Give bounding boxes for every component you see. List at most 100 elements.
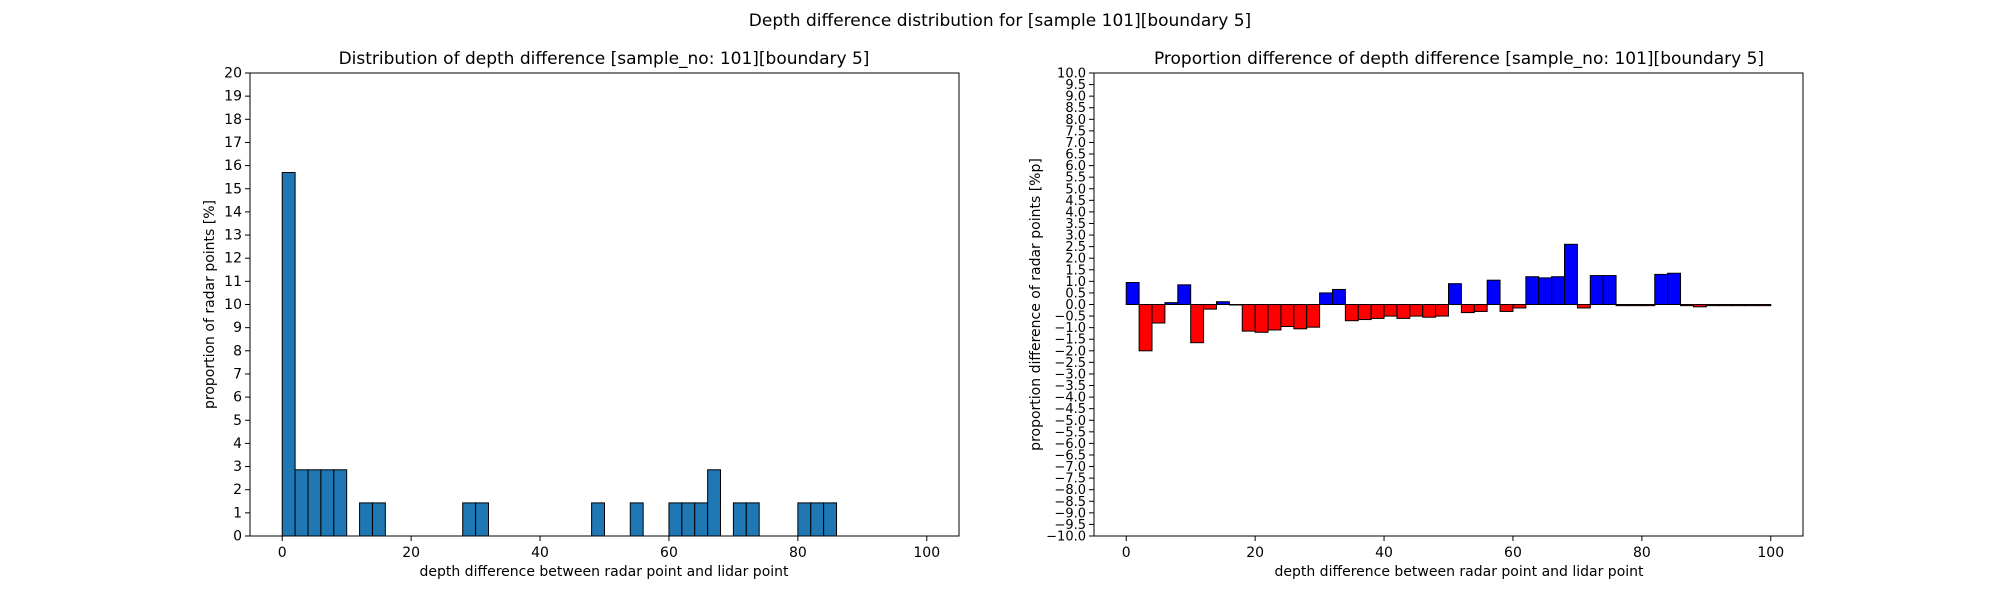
right-chart-y-tick-label: −5.0 xyxy=(1054,414,1086,429)
right-chart-bar xyxy=(1486,279,1501,306)
right-chart-title: Proportion difference of depth differenc… xyxy=(1154,49,1764,69)
right-chart-bar xyxy=(1151,304,1166,324)
right-chart-bar xyxy=(1551,276,1566,306)
left-chart-bar xyxy=(475,502,489,537)
left-chart-x-tick-label: 100 xyxy=(913,545,940,561)
left-chart-bar xyxy=(462,502,477,537)
right-chart-x-tick-label: 100 xyxy=(1757,545,1784,561)
left-chart-bar xyxy=(810,502,825,537)
right-chart-bar xyxy=(1525,276,1540,306)
right-chart-bar xyxy=(1203,304,1217,310)
left-chart-bar xyxy=(694,502,709,537)
right-chart-bar xyxy=(1499,304,1514,312)
right-chart-bar xyxy=(1667,272,1682,305)
right-chart-y-tick-label: −9.5 xyxy=(1054,518,1086,533)
right-chart-y-tick-label: −2.5 xyxy=(1054,356,1086,371)
right-chart-bar xyxy=(1744,304,1759,307)
right-chart-y-tick-label: −3.5 xyxy=(1054,379,1086,394)
right-chart-plot-frame xyxy=(1093,72,1804,537)
right-chart-bar xyxy=(1241,304,1256,332)
right-chart-bar xyxy=(1705,304,1720,307)
right-chart-bar xyxy=(1576,304,1591,309)
right-chart-bar xyxy=(1435,304,1450,317)
left-chart-y-tick-label: 10 xyxy=(224,297,242,313)
right-chart-bar xyxy=(1331,288,1346,306)
left-chart-y-tick-label: 17 xyxy=(224,135,242,151)
right-chart-bar xyxy=(1757,304,1772,307)
right-chart-y-tick-label: 5.5 xyxy=(1065,171,1086,186)
right-chart-bar xyxy=(1564,243,1578,305)
right-chart-bar xyxy=(1254,304,1269,333)
right-chart-bar xyxy=(1228,304,1243,306)
right-chart-bar xyxy=(1164,302,1179,306)
right-chart-y-tick-label: 3.5 xyxy=(1065,217,1086,232)
right-chart-bar xyxy=(1589,275,1604,305)
left-chart-bar xyxy=(745,502,760,537)
left-chart-bar xyxy=(629,502,644,537)
right-chart-y-tick-label: 1.5 xyxy=(1065,263,1086,278)
left-chart-bar xyxy=(333,469,348,537)
right-chart-y-tick-label: 7.0 xyxy=(1065,136,1086,151)
right-chart-bar xyxy=(1628,304,1643,307)
right-chart-y-tick-label: 4.5 xyxy=(1065,194,1086,209)
right-chart-bars xyxy=(1125,243,1772,352)
left-chart-y-tick-label: 12 xyxy=(224,251,242,267)
right-chart-bar xyxy=(1125,282,1140,306)
left-chart-y-tick-label: 16 xyxy=(224,158,242,174)
left-chart-bar xyxy=(797,502,812,537)
right-chart-bar xyxy=(1357,304,1372,321)
right-chart-y-tick-label: 1.0 xyxy=(1065,275,1086,290)
right-chart-bar xyxy=(1538,277,1553,306)
right-chart-y-tick-label: 9.5 xyxy=(1065,78,1086,93)
right-chart-y-tick-label: 10.0 xyxy=(1057,67,1086,82)
right-chart-bar xyxy=(1512,304,1527,309)
right-chart-y-tick-label: −5.5 xyxy=(1054,425,1086,440)
left-chart-y-tick-label: 13 xyxy=(224,228,242,244)
left-chart-bar xyxy=(591,502,605,537)
right-chart-y-axis-label: proportion difference of radar points [%… xyxy=(1028,158,1044,451)
left-chart: Distribution of depth difference [sample… xyxy=(202,49,960,580)
right-chart-y-tick-label: 0.5 xyxy=(1065,286,1086,301)
right-chart-y-tick-label: −2.0 xyxy=(1054,344,1086,359)
right-chart-x-tick-label: 80 xyxy=(1633,545,1651,561)
right-chart-y-tick-label: 3.0 xyxy=(1065,229,1086,244)
right-chart-bar xyxy=(1615,304,1630,307)
left-chart-y-tick-label: 20 xyxy=(224,66,242,82)
left-chart-bar xyxy=(681,502,696,537)
right-chart-y-tick-label: −1.0 xyxy=(1054,321,1086,336)
right-chart-x-ticks: 0 20 40 60 80 100 xyxy=(1122,536,1784,561)
right-chart-bar xyxy=(1293,304,1308,330)
left-chart-x-tick-label: 0 xyxy=(278,545,287,561)
right-chart-y-tick-label: −1.5 xyxy=(1054,333,1086,348)
right-chart-bar xyxy=(1215,301,1230,305)
right-chart-bar xyxy=(1344,304,1359,322)
left-chart-bar xyxy=(707,469,722,537)
right-chart-y-tick-label: −3.0 xyxy=(1054,367,1086,382)
left-chart-y-axis-label: proportion of radar points [%] xyxy=(202,200,218,409)
right-chart-bar xyxy=(1692,304,1707,308)
figure-suptitle: Depth difference distribution for [sampl… xyxy=(749,11,1251,31)
right-chart-y-tick-label: 5.0 xyxy=(1065,182,1086,197)
left-chart-bar xyxy=(320,469,335,537)
right-chart-bar xyxy=(1370,304,1385,319)
right-chart-bar xyxy=(1718,304,1733,307)
right-chart-bar xyxy=(1280,304,1295,327)
right-chart-bar xyxy=(1267,304,1282,331)
left-chart-bar xyxy=(668,502,683,537)
right-chart-y-tick-label: 0.0 xyxy=(1065,298,1086,313)
left-chart-bars xyxy=(281,172,838,537)
right-chart: Proportion difference of depth differenc… xyxy=(1028,49,1804,580)
right-chart-y-tick-label: −8.5 xyxy=(1054,495,1086,510)
right-chart-bar xyxy=(1422,304,1437,318)
right-chart-y-tick-label: −8.0 xyxy=(1054,483,1086,498)
right-chart-bar xyxy=(1448,283,1462,306)
right-chart-y-tick-label: 4.0 xyxy=(1065,205,1086,220)
right-chart-y-tick-label: −0.5 xyxy=(1054,310,1086,325)
left-chart-bar xyxy=(823,502,838,537)
left-chart-y-tick-label: 2 xyxy=(233,482,242,498)
right-chart-y-tick-label: −4.5 xyxy=(1054,402,1086,417)
right-chart-bar xyxy=(1138,304,1153,352)
left-chart-bar xyxy=(732,502,747,537)
